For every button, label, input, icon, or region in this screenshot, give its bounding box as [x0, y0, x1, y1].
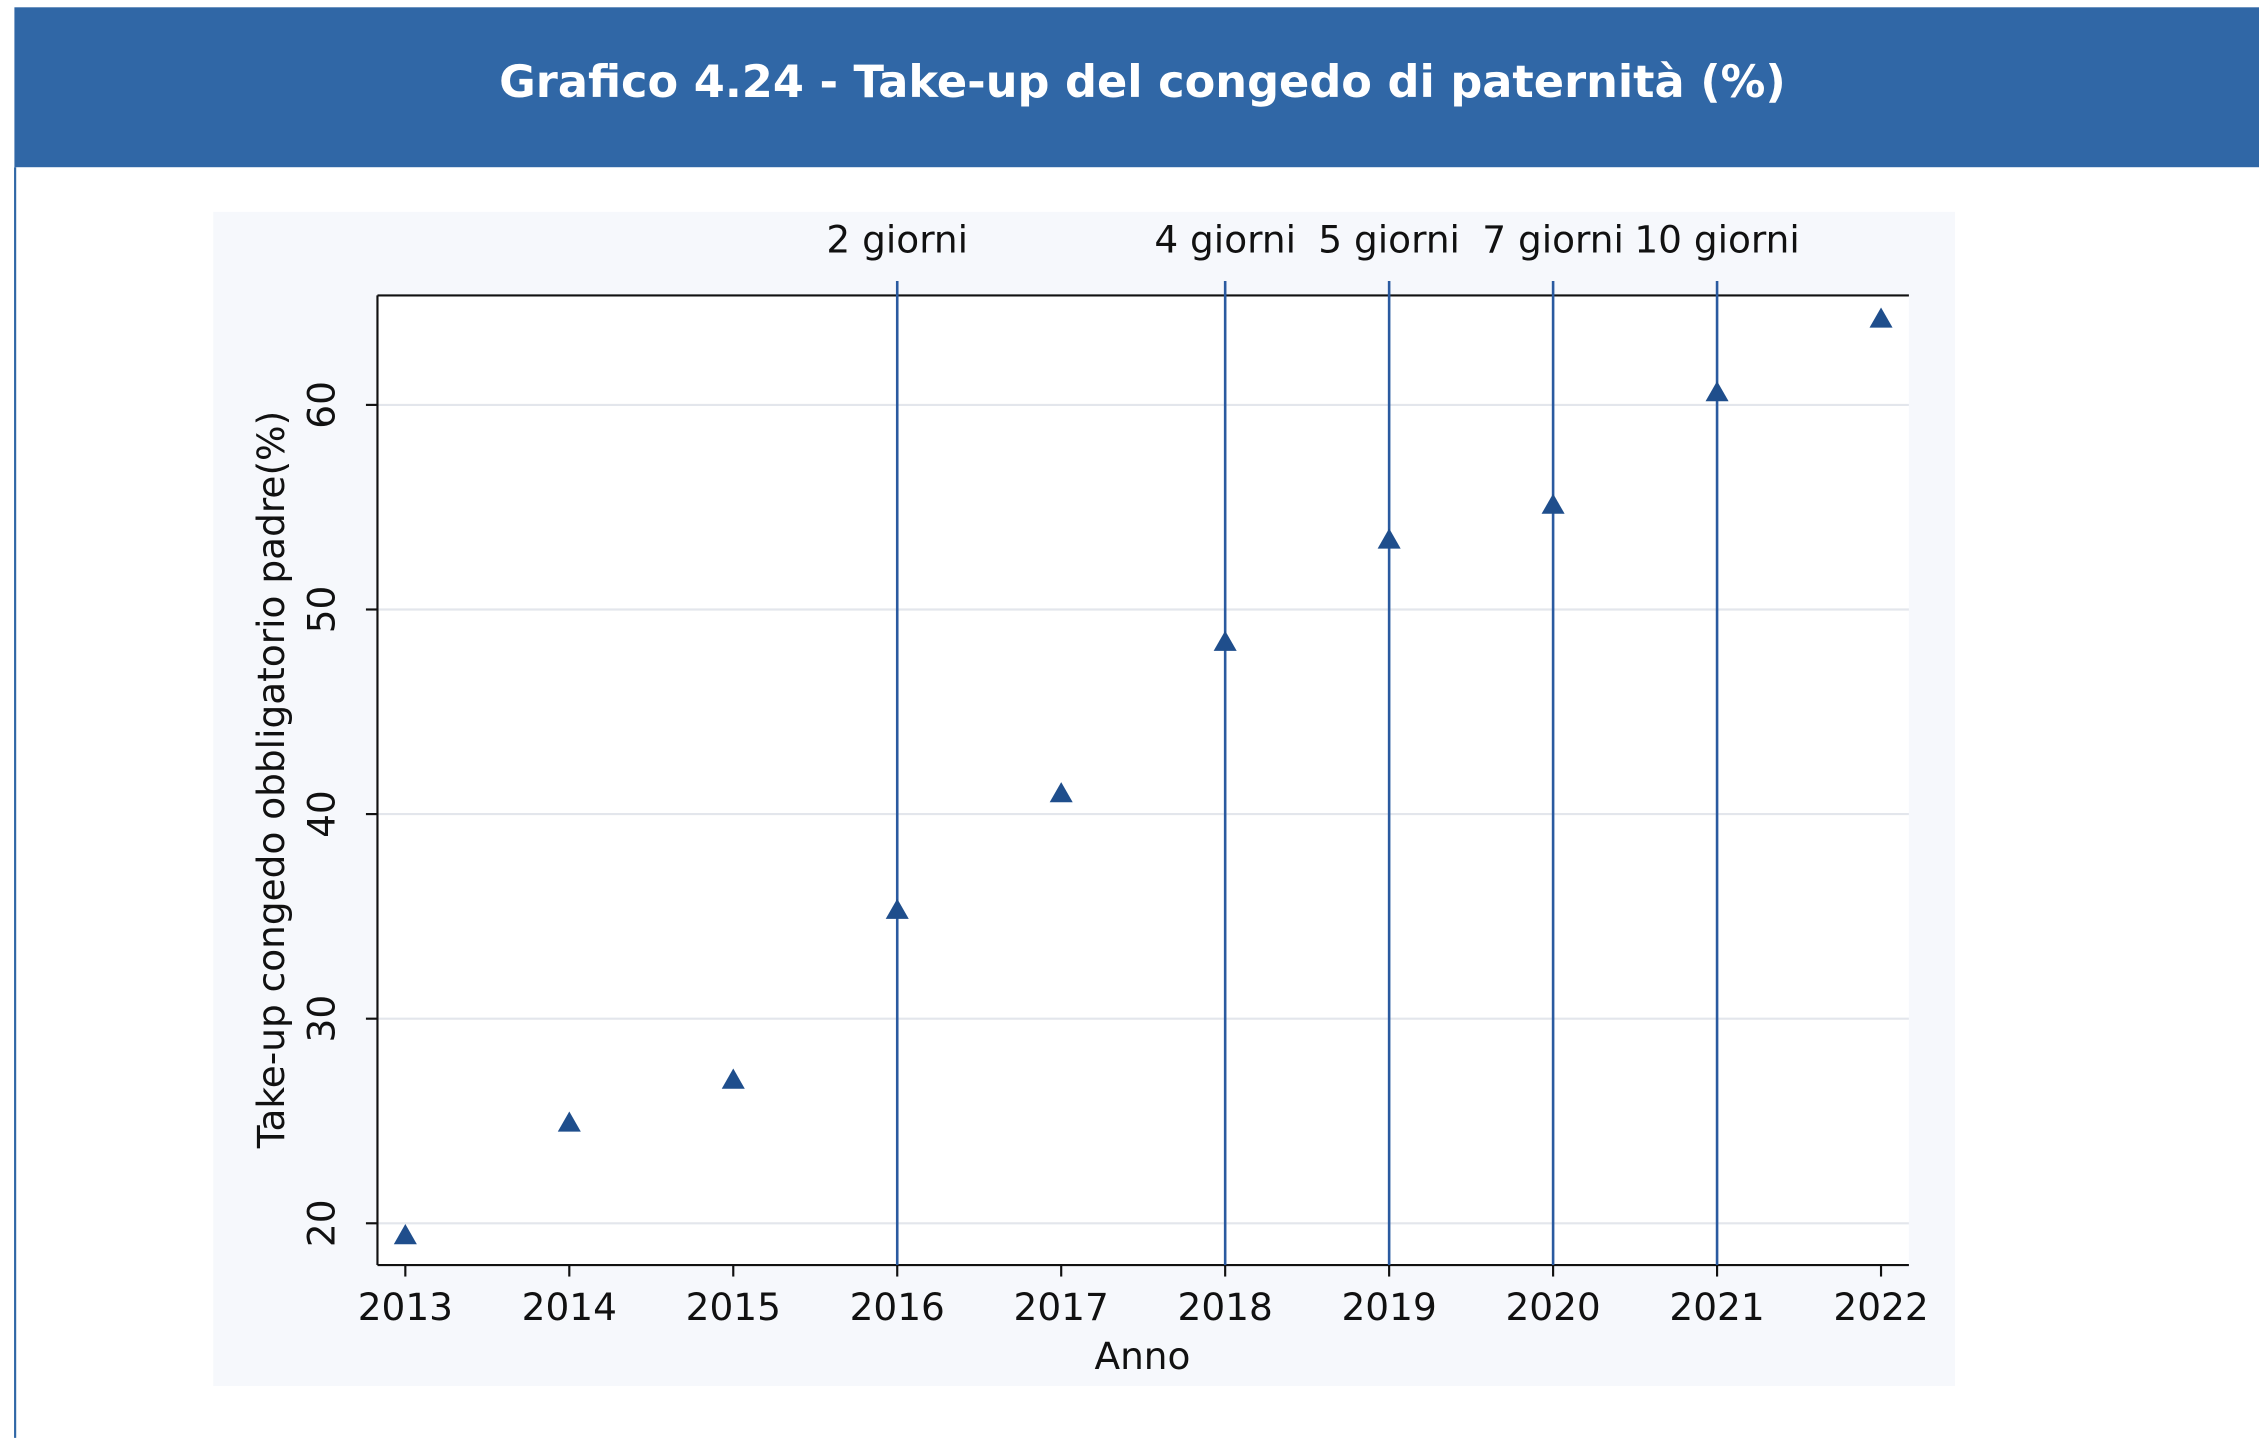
x-tick-label: 2018	[1178, 1285, 1273, 1329]
x-tick-label: 2020	[1505, 1285, 1600, 1329]
y-tick-label: 20	[300, 1199, 344, 1247]
y-tick-label: 50	[300, 586, 344, 634]
point	[1869, 307, 1893, 328]
x-tick-label: 2022	[1833, 1285, 1928, 1329]
y-tick-label: 40	[300, 790, 344, 838]
annotation-label: 2 giorni	[826, 218, 968, 262]
annotation-label: 10 giorni	[1634, 218, 1799, 262]
x-tick-label: 2019	[1341, 1285, 1436, 1329]
point	[393, 1224, 417, 1245]
annotation-label: 5 giorni	[1318, 218, 1460, 262]
y-axis-title: Take-up congedo obbligatorio padre(%)	[249, 411, 293, 1149]
plot-area	[377, 295, 1909, 1266]
point	[721, 1068, 745, 1089]
y-tick-label: 30	[300, 995, 344, 1043]
annotation-label: 7 giorni	[1482, 218, 1624, 262]
point	[885, 898, 909, 919]
header-band	[14, 7, 2259, 168]
annotation-label: 4 giorni	[1154, 218, 1296, 262]
x-axis-title: Anno	[1094, 1334, 1190, 1378]
x-tick-label: 2021	[1669, 1285, 1764, 1329]
point	[1213, 630, 1237, 651]
x-tick-label: 2013	[358, 1285, 453, 1329]
point	[557, 1111, 581, 1132]
x-tick-label: 2015	[686, 1285, 781, 1329]
x-tick-label: 2017	[1014, 1285, 1109, 1329]
point	[1705, 381, 1729, 402]
chart-title: Grafico 4.24 - Take-up del congedo di pa…	[499, 56, 1786, 108]
point	[1049, 782, 1073, 803]
y-tick-label: 60	[300, 381, 344, 429]
x-tick-label: 2014	[522, 1285, 617, 1329]
point	[1377, 528, 1401, 549]
x-tick-label: 2016	[850, 1285, 945, 1329]
point	[1541, 493, 1565, 514]
